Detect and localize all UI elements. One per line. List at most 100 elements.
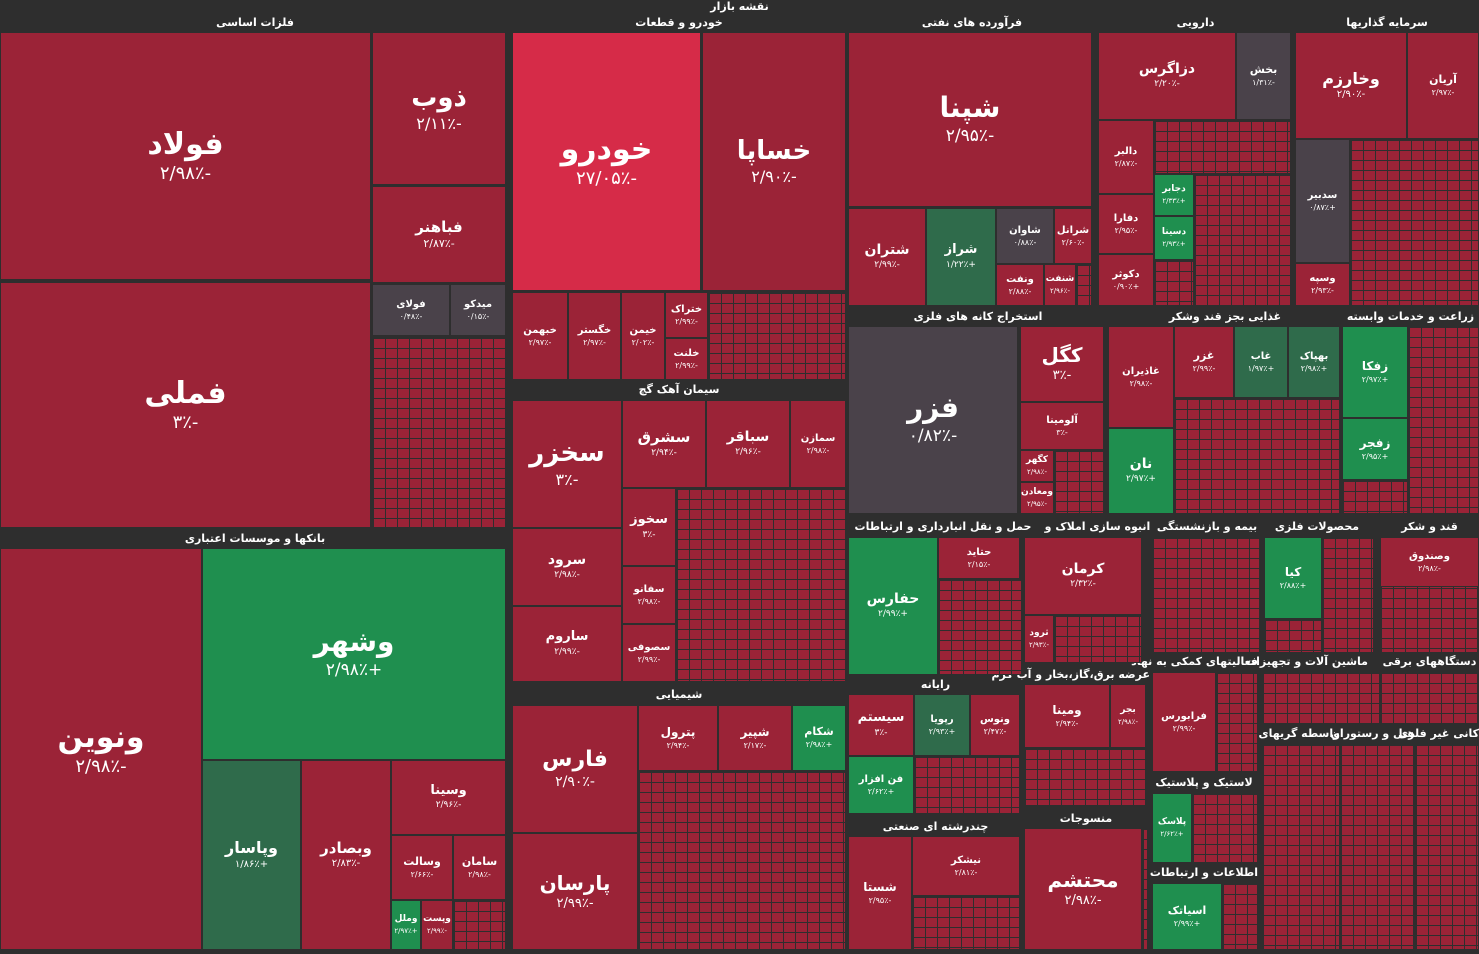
stock-tile[interactable]: شراز +۱/۲۲٪ xyxy=(926,208,996,306)
stock-tile[interactable]: رپویا +۲/۹۳٪ xyxy=(914,694,970,756)
stock-tile[interactable]: دسینا +۲/۹۳٪ xyxy=(1154,216,1194,260)
stock-tile[interactable]: دکوثر +۰/۹۰٪ xyxy=(1098,254,1154,306)
stock-tile[interactable]: ذوب -۲/۱۱٪ xyxy=(372,32,506,185)
stock-tile[interactable]: پارسان -۲/۹۹٪ xyxy=(512,833,638,950)
stock-tile[interactable]: سرود -۲/۹۸٪ xyxy=(512,528,622,606)
stock-tile[interactable]: ساروم -۲/۹۹٪ xyxy=(512,606,622,682)
stock-tile[interactable]: وسالت -۲/۶۶٪ xyxy=(391,835,453,900)
small-tiles-cluster[interactable] xyxy=(912,896,1020,950)
stock-tile[interactable]: دجابر +۲/۳۳٪ xyxy=(1154,174,1194,216)
stock-tile[interactable]: بهپاک +۲/۹۸٪ xyxy=(1288,326,1340,398)
stock-tile[interactable]: نیشکر -۲/۸۱٪ xyxy=(912,836,1020,896)
small-tiles-cluster[interactable] xyxy=(1054,450,1104,514)
stock-tile[interactable]: کرمان -۲/۳۲٪ xyxy=(1024,537,1142,615)
small-tiles-cluster[interactable] xyxy=(1152,537,1260,653)
small-tiles-cluster[interactable] xyxy=(1342,480,1408,514)
small-tiles-cluster[interactable] xyxy=(1076,264,1092,306)
stock-tile[interactable]: بجر -۲/۹۸٪ xyxy=(1110,684,1146,748)
stock-tile[interactable]: شپنا -۲/۹۵٪ xyxy=(848,32,1092,207)
small-tiles-cluster[interactable] xyxy=(1142,828,1148,950)
stock-tile[interactable]: ونوین -۲/۹۸٪ xyxy=(0,548,202,950)
stock-tile[interactable]: ونوس -۲/۴۷٪ xyxy=(970,694,1020,756)
small-tiles-cluster[interactable] xyxy=(676,488,846,682)
stock-tile[interactable]: سخوز -۳٪ xyxy=(622,488,676,566)
stock-tile[interactable]: ثرود -۲/۹۳٪ xyxy=(1024,615,1054,663)
stock-tile[interactable]: فارس -۲/۹۰٪ xyxy=(512,705,638,833)
stock-tile[interactable]: حتاید -۲/۱۵٪ xyxy=(938,537,1020,579)
small-tiles-cluster[interactable] xyxy=(1024,748,1146,806)
small-tiles-cluster[interactable] xyxy=(1222,883,1258,950)
small-tiles-cluster[interactable] xyxy=(1380,672,1479,724)
small-tiles-cluster[interactable] xyxy=(1154,120,1291,174)
small-tiles-cluster[interactable] xyxy=(1262,744,1340,950)
small-tiles-cluster[interactable] xyxy=(453,900,506,950)
small-tiles-cluster[interactable] xyxy=(1054,615,1142,663)
stock-tile[interactable]: غاب +۱/۹۷٪ xyxy=(1234,326,1288,398)
stock-tile[interactable]: خبهمن -۲/۹۷٪ xyxy=(512,292,568,380)
small-tiles-cluster[interactable] xyxy=(1340,744,1415,950)
stock-tile[interactable]: خلنت -۲/۹۹٪ xyxy=(665,338,708,380)
small-tiles-cluster[interactable] xyxy=(1262,672,1380,724)
stock-tile[interactable]: وسپه -۲/۹۳٪ xyxy=(1295,263,1350,306)
stock-tile[interactable]: کیا +۲/۸۸٪ xyxy=(1264,537,1322,619)
stock-tile[interactable]: فملی -۳٪ xyxy=(0,282,371,528)
stock-tile[interactable]: خگستر -۲/۹۷٪ xyxy=(568,292,621,380)
stock-tile[interactable]: وپست -۲/۹۹٪ xyxy=(421,900,453,950)
stock-tile[interactable]: ومینا -۲/۹۴٪ xyxy=(1024,684,1110,748)
stock-tile[interactable]: زفجر +۲/۹۵٪ xyxy=(1342,418,1408,480)
stock-tile[interactable]: سامان -۲/۹۸٪ xyxy=(453,835,506,900)
stock-tile[interactable]: فرابورس -۲/۹۹٪ xyxy=(1152,672,1216,772)
stock-tile[interactable]: آلومینا -۳٪ xyxy=(1020,402,1104,450)
small-tiles-cluster[interactable] xyxy=(708,292,846,380)
stock-tile[interactable]: سباقر -۲/۹۶٪ xyxy=(706,400,790,488)
stock-tile[interactable]: فزر -۰/۸۲٪ xyxy=(848,326,1018,514)
stock-tile[interactable]: شنفت -۲/۹۶٪ xyxy=(1044,264,1076,306)
stock-tile[interactable]: وصندوق -۲/۹۸٪ xyxy=(1380,537,1479,587)
stock-tile[interactable]: شتران -۲/۹۹٪ xyxy=(848,208,926,306)
stock-tile[interactable]: وشهر +۲/۹۸٪ xyxy=(202,548,506,760)
small-tiles-cluster[interactable] xyxy=(914,756,1020,814)
stock-tile[interactable]: اسیاتک +۲/۹۹٪ xyxy=(1152,883,1222,950)
stock-tile[interactable]: آریان -۲/۹۷٪ xyxy=(1407,32,1479,139)
stock-tile[interactable]: پترول -۲/۹۴٪ xyxy=(638,705,718,771)
stock-tile[interactable]: غزر -۲/۹۹٪ xyxy=(1174,326,1234,398)
small-tiles-cluster[interactable] xyxy=(1415,744,1479,950)
stock-tile[interactable]: نان +۲/۹۷٪ xyxy=(1108,428,1174,514)
small-tiles-cluster[interactable] xyxy=(1408,326,1479,514)
stock-tile[interactable]: زفکا +۲/۹۷٪ xyxy=(1342,326,1408,418)
small-tiles-cluster[interactable] xyxy=(1192,793,1258,863)
stock-tile[interactable]: فن افزار +۲/۶۲٪ xyxy=(848,756,914,814)
stock-tile[interactable]: سخزر -۳٪ xyxy=(512,400,622,528)
small-tiles-cluster[interactable] xyxy=(1154,260,1194,306)
stock-tile[interactable]: فباهنر -۲/۸۷٪ xyxy=(372,186,506,283)
stock-tile[interactable]: فولاد -۲/۹۸٪ xyxy=(0,32,371,280)
stock-tile[interactable]: سدبیر +۰/۸۷٪ xyxy=(1295,139,1350,263)
stock-tile[interactable]: حفارس +۲/۹۹٪ xyxy=(848,537,938,675)
stock-tile[interactable]: شکام +۲/۹۸٪ xyxy=(792,705,846,771)
stock-tile[interactable]: محتشم -۲/۹۸٪ xyxy=(1024,828,1142,950)
stock-tile[interactable]: فولای -۰/۴۸٪ xyxy=(372,284,450,336)
small-tiles-cluster[interactable] xyxy=(372,337,506,528)
stock-tile[interactable]: میدکو -۰/۱۵٪ xyxy=(450,284,506,336)
stock-tile[interactable]: وسینا -۲/۹۶٪ xyxy=(391,760,506,835)
stock-tile[interactable]: دفارا -۲/۹۵٪ xyxy=(1098,194,1154,254)
stock-tile[interactable]: وبصادر -۲/۸۳٪ xyxy=(301,760,391,950)
stock-tile[interactable]: پلاسک +۲/۶۲٪ xyxy=(1152,793,1192,863)
stock-tile[interactable]: شرانل -۲/۶۰٪ xyxy=(1054,208,1092,264)
stock-tile[interactable]: ختراک -۲/۹۹٪ xyxy=(665,292,708,338)
stock-tile[interactable]: سفانو -۲/۹۸٪ xyxy=(622,566,676,624)
small-tiles-cluster[interactable] xyxy=(1174,398,1340,514)
stock-tile[interactable]: شاوان -۰/۸۸٪ xyxy=(996,208,1054,264)
stock-tile[interactable]: دزاگرس -۲/۲۰٪ xyxy=(1098,32,1236,120)
stock-tile[interactable]: دالبر -۲/۸۷٪ xyxy=(1098,120,1154,194)
stock-tile[interactable]: وخارزم -۲/۹۰٪ xyxy=(1295,32,1407,139)
stock-tile[interactable]: سشرق -۲/۹۴٪ xyxy=(622,400,706,488)
stock-tile[interactable]: کگهر -۲/۹۸٪ xyxy=(1020,450,1054,482)
stock-tile[interactable]: شستا -۲/۹۵٪ xyxy=(848,836,912,950)
small-tiles-cluster[interactable] xyxy=(638,771,846,950)
stock-tile[interactable]: وملل +۲/۹۷٪ xyxy=(391,900,421,950)
stock-tile[interactable]: خیمن -۲/۰۲٪ xyxy=(621,292,665,380)
small-tiles-cluster[interactable] xyxy=(938,579,1022,675)
stock-tile[interactable]: بخش -۱/۳۱٪ xyxy=(1236,32,1291,120)
stock-tile[interactable]: غاذیران -۲/۹۸٪ xyxy=(1108,326,1174,428)
